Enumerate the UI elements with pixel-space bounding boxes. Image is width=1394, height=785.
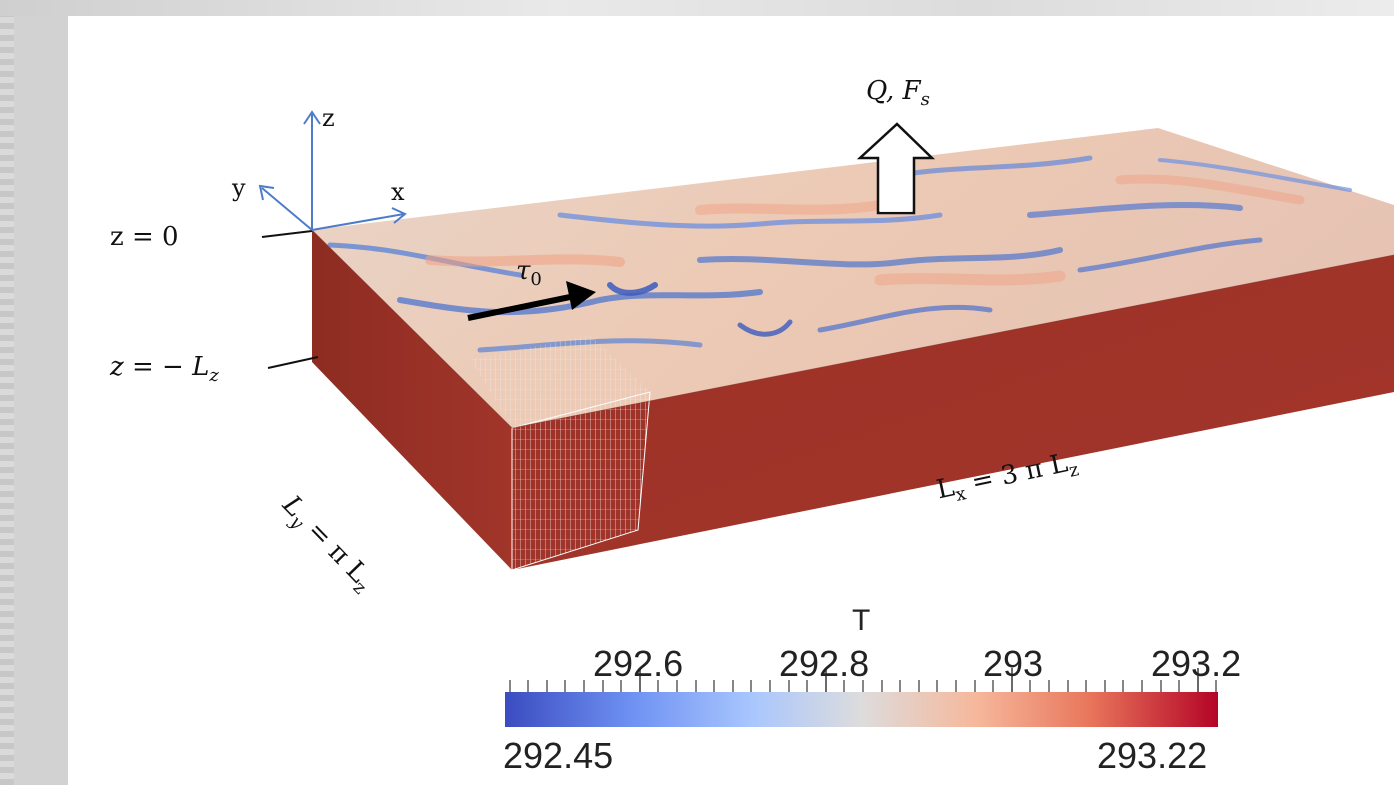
- surface-streaks: [327, 155, 1352, 353]
- surface-mesh: [470, 335, 650, 428]
- background-top: [0, 0, 1394, 16]
- surface-level-label: z = 0: [110, 222, 179, 252]
- flux-label: Q, Fs: [866, 76, 930, 111]
- background-edge: [0, 0, 14, 785]
- flux-arrow: [856, 122, 936, 215]
- coordinate-axes: [258, 110, 407, 231]
- z-axis-label: z: [322, 104, 335, 132]
- colorbar-tick-label: 292.6: [593, 643, 684, 684]
- temperature-colorbar: [505, 692, 1218, 727]
- front-face: [512, 255, 1394, 570]
- surface-level-line: [261, 230, 313, 238]
- colorbar-max-label: 293.22: [1097, 735, 1208, 776]
- colorbar-tick-label: 293: [983, 643, 1044, 684]
- bottom-level-line: [267, 356, 319, 369]
- colorbar-tick-label: 293.2: [1151, 643, 1242, 684]
- colorbar-title: T: [852, 604, 871, 637]
- stress-label: τ0: [516, 256, 542, 291]
- bottom-level-label: z = − Lz: [110, 352, 219, 387]
- x-axis-label: x: [391, 178, 405, 206]
- front-mesh: [512, 392, 650, 570]
- colorbar-min-label: 292.45: [503, 735, 614, 776]
- stress-arrow: [467, 281, 596, 321]
- y-axis-label: y: [232, 174, 246, 202]
- colorbar-tick-label: 292.8: [779, 643, 870, 684]
- left-face: [312, 230, 512, 570]
